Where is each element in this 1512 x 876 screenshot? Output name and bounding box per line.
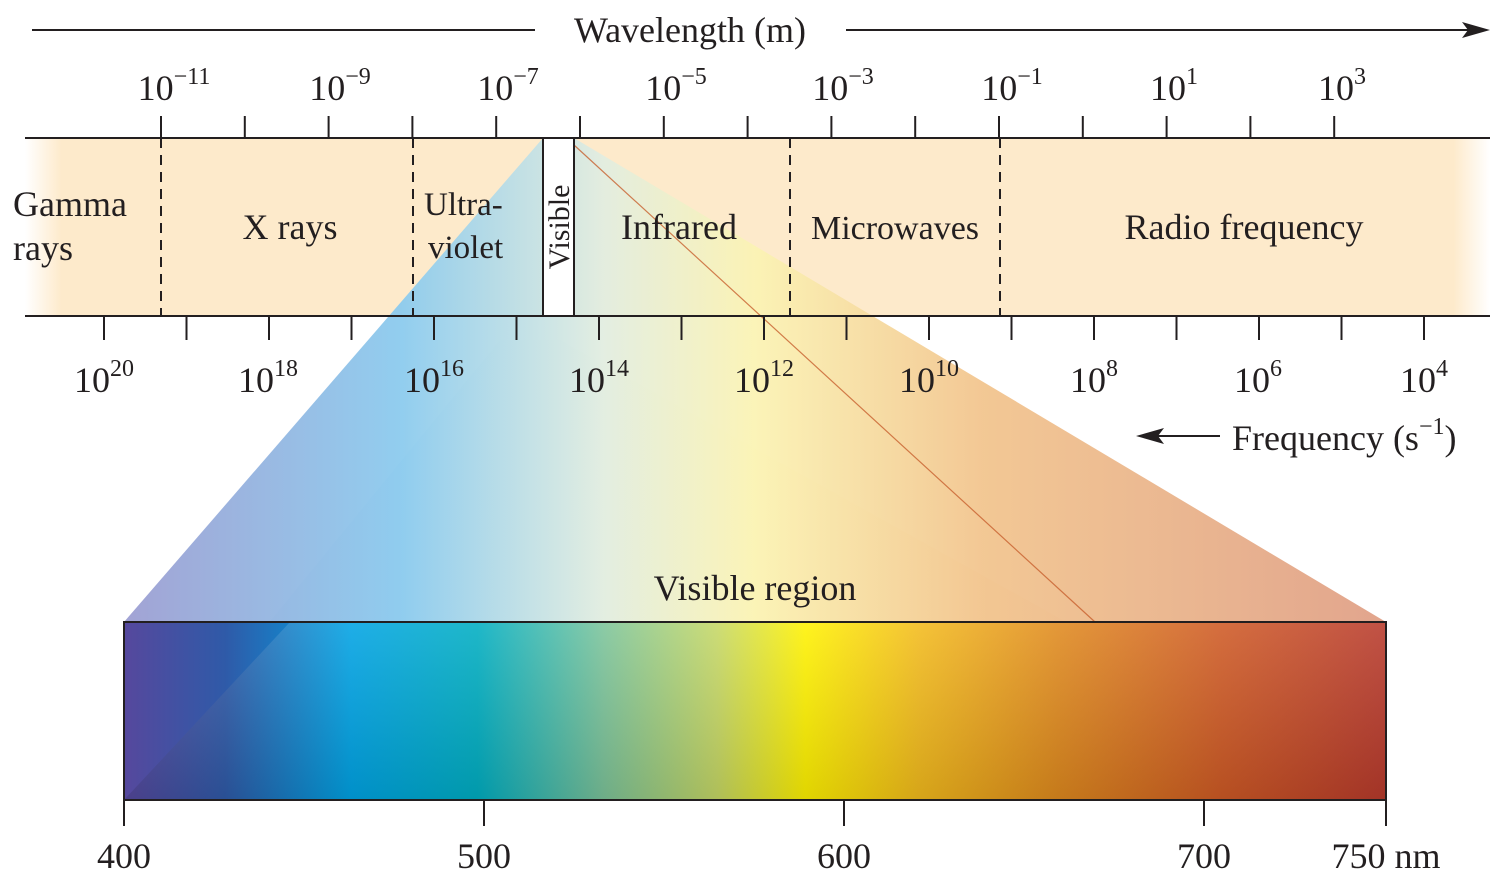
- wl-label-3: 10−7: [477, 64, 539, 108]
- region-gamma-line2: rays: [13, 228, 73, 268]
- region-radio: Radio frequency: [1125, 207, 1364, 247]
- visible-ticks: [123, 800, 1387, 826]
- wavelength-ticks: [160, 116, 1336, 138]
- wavelength-axis-title: Wavelength (m): [574, 10, 806, 50]
- wl-label-5: 10−3: [812, 64, 874, 108]
- fr-label-5: 1012: [734, 356, 794, 400]
- region-microwaves: Microwaves: [811, 210, 979, 247]
- region-dividers: [160, 138, 1001, 316]
- wl-label-4: 10−5: [645, 64, 707, 108]
- fr-label-1: 1020: [74, 356, 134, 400]
- vis-label-500: 500: [457, 836, 511, 876]
- vis-label-750: 750 nm: [1331, 836, 1440, 876]
- region-xrays: X rays: [243, 207, 338, 247]
- fr-label-4: 1014: [569, 356, 629, 400]
- fr-label-7: 108: [1070, 356, 1118, 400]
- visible-sliver: [542, 137, 575, 317]
- frequency-axis-title: Frequency (s−1): [1232, 414, 1457, 458]
- wl-label-2: 10−9: [309, 64, 371, 108]
- vis-label-600: 600: [817, 836, 871, 876]
- vis-label-400: 400: [97, 836, 151, 876]
- region-visible: Visible: [543, 185, 576, 270]
- region-infrared: Infrared: [621, 207, 737, 247]
- visible-spectrum-border: [123, 621, 1387, 801]
- fr-label-2: 1018: [238, 356, 298, 400]
- visible-region-title: Visible region: [654, 568, 857, 608]
- visible-spectrum-shade: [124, 622, 1386, 800]
- fr-label-3: 1016: [404, 356, 464, 400]
- region-uv-line2: violet: [428, 230, 503, 266]
- wl-label-6: 10−1: [981, 64, 1043, 108]
- fr-label-8: 106: [1234, 356, 1282, 400]
- wavelength-tick-labels: 10−11 10−9 10−7 10−5 10−3 10−1 101 103: [138, 64, 1366, 108]
- visible-tick-labels: 400 500 600 700 750 nm: [97, 836, 1441, 876]
- fr-label-9: 104: [1400, 356, 1448, 400]
- region-labels: Gamma rays X rays Ultra- violet Visible …: [13, 184, 1363, 269]
- region-uv-line1: Ultra-: [424, 187, 503, 223]
- frequency-arrowhead-icon: [1136, 428, 1164, 444]
- fr-label-6: 1010: [899, 356, 959, 400]
- wavelength-arrowhead-icon: [1462, 22, 1490, 38]
- frequency-tick-labels: 1020 1018 1016 1014 1012 1010 108 106 10…: [74, 356, 1448, 400]
- vis-label-700: 700: [1177, 836, 1231, 876]
- wl-label-7: 101: [1150, 64, 1198, 108]
- wl-label-1: 10−11: [138, 64, 211, 108]
- frequency-ticks: [103, 316, 1425, 340]
- fan-streak: [573, 144, 1096, 623]
- region-gamma-line1: Gamma: [13, 184, 127, 224]
- wl-label-8: 103: [1318, 64, 1366, 108]
